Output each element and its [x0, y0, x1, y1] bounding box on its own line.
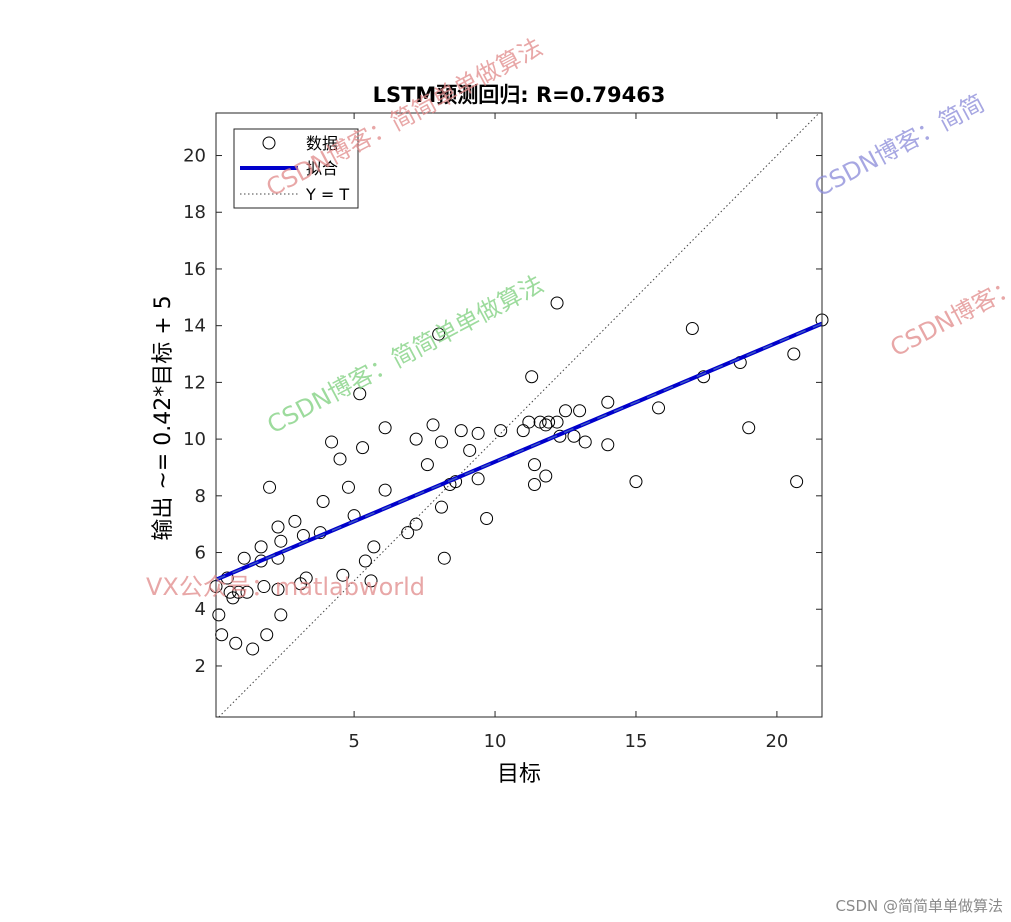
chart-title: LSTM预测回归: R=0.79463	[373, 83, 666, 107]
data-point	[652, 401, 666, 415]
data-point	[787, 347, 801, 361]
data-point	[237, 551, 251, 565]
data-point	[454, 424, 468, 438]
data-point	[542, 415, 556, 429]
data-point	[432, 327, 446, 341]
x-tick-label: 10	[484, 731, 507, 752]
data-point	[401, 526, 415, 540]
data-point	[325, 435, 339, 449]
x-tick-label: 20	[765, 731, 788, 752]
ticks-group	[216, 113, 822, 717]
data-point	[341, 480, 355, 494]
data-point	[528, 477, 542, 491]
data-point	[336, 568, 350, 582]
data-point	[271, 520, 285, 534]
y-tick-label: 2	[195, 656, 206, 677]
data-point	[356, 441, 370, 455]
legend-label-fit: 拟合	[306, 159, 338, 178]
data-points-group	[209, 296, 829, 656]
x-tick-label: 5	[348, 731, 359, 752]
data-point	[559, 404, 573, 418]
data-point	[528, 458, 542, 472]
data-point	[685, 322, 699, 336]
data-point	[246, 642, 260, 656]
x-axis-label: 目标	[497, 762, 541, 787]
data-point	[378, 421, 392, 435]
data-point	[420, 458, 434, 472]
data-point	[742, 421, 756, 435]
y-tick-label: 10	[183, 429, 206, 450]
data-point	[601, 395, 615, 409]
legend-label-identity: Y = T	[305, 185, 349, 204]
data-point	[471, 426, 485, 440]
legend-marker-data	[262, 136, 276, 150]
data-point	[212, 608, 226, 622]
data-point	[550, 296, 564, 310]
legend-label-data: 数据	[306, 134, 338, 153]
fit-line-dashed-overlay	[215, 322, 823, 581]
data-point	[790, 475, 804, 489]
data-point	[254, 540, 268, 554]
data-point	[316, 494, 330, 508]
data-point	[240, 585, 254, 599]
data-point	[271, 582, 285, 596]
data-point	[229, 636, 243, 650]
y-tick-label: 20	[183, 146, 206, 167]
data-point	[353, 387, 367, 401]
data-point	[494, 424, 508, 438]
data-point	[274, 608, 288, 622]
data-point	[288, 514, 302, 528]
data-point	[463, 443, 477, 457]
plot-area	[216, 113, 822, 717]
data-point	[437, 551, 451, 565]
data-point	[471, 472, 485, 486]
x-tick-labels: 5 10 15 20	[348, 731, 788, 752]
data-point	[263, 480, 277, 494]
plot-frame	[215, 112, 823, 718]
data-point	[364, 574, 378, 588]
data-point	[525, 370, 539, 384]
data-point	[522, 415, 536, 429]
data-point	[358, 554, 372, 568]
data-point	[378, 483, 392, 497]
data-point	[539, 469, 553, 483]
data-point	[629, 475, 643, 489]
data-point	[409, 517, 423, 531]
y-tick-label: 4	[195, 599, 206, 620]
data-point	[426, 418, 440, 432]
data-point	[257, 580, 271, 594]
data-point	[367, 540, 381, 554]
data-point	[601, 438, 615, 452]
y-tick-label: 8	[195, 486, 206, 507]
legend: 数据 拟合 Y = T	[233, 128, 359, 209]
data-point	[578, 435, 592, 449]
data-point	[333, 452, 347, 466]
footer-credit: CSDN @简简单单做算法	[835, 897, 1003, 915]
y-tick-label: 16	[183, 259, 206, 280]
data-point	[550, 415, 564, 429]
data-point	[409, 432, 423, 446]
y-axis-label: 输出 ~= 0.42*目标 + 5	[151, 295, 176, 540]
y-tick-label: 18	[183, 202, 206, 223]
y-tick-label: 14	[183, 316, 206, 337]
data-point	[299, 571, 313, 585]
y-tick-labels: 2 4 6 8 10 12 14 16 18 20	[183, 146, 206, 677]
y-tick-label: 12	[183, 372, 206, 393]
watermark-vx: VX公众号：matlabworld	[146, 573, 425, 601]
data-point	[274, 534, 288, 548]
fit-line-group	[215, 321, 823, 582]
y-tick-label: 6	[195, 543, 206, 564]
data-point	[260, 628, 274, 642]
data-point	[223, 585, 237, 599]
data-point	[434, 435, 448, 449]
data-point	[232, 585, 246, 599]
data-point	[573, 404, 587, 418]
data-point	[434, 500, 448, 514]
data-point	[480, 512, 494, 526]
x-tick-label: 15	[625, 731, 648, 752]
